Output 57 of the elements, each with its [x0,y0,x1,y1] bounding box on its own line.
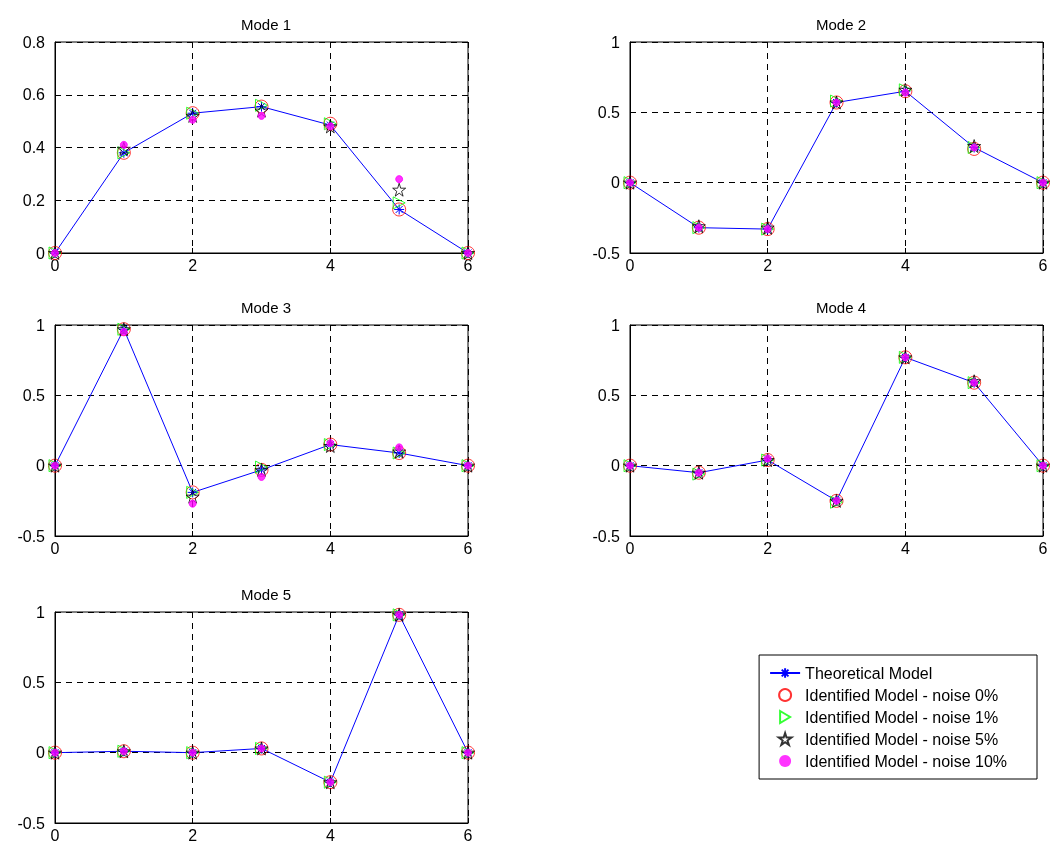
y-tick-label: 0 [36,744,46,762]
y-tick-label: -0.5 [17,527,46,545]
x-tick-label: 0 [625,539,635,557]
y-tick-label: 0 [36,457,46,475]
x-tick-label: 4 [900,256,910,274]
y-tick-label: 0 [36,244,46,262]
x-tick-label: 4 [900,539,910,557]
x-tick-label: 2 [188,826,198,844]
chart-title: Mode 2 [815,16,867,33]
chart-title: Mode 4 [815,299,867,316]
x-tick-label: 0 [625,256,635,274]
legend-label: Identified Model - noise 1% [805,708,999,726]
x-tick-label: 2 [188,256,198,274]
y-tick-label: -0.5 [592,244,621,262]
x-tick-label: 0 [50,256,60,274]
x-tick-label: 6 [1038,256,1048,274]
x-tick-label: 6 [1038,539,1048,557]
x-tick-label: 6 [463,256,473,274]
y-tick-label: -0.5 [592,527,621,545]
point [188,499,197,508]
y-tick-label: 0.5 [22,673,46,691]
x-tick-label: 0 [50,826,60,844]
y-tick-label: 1 [611,316,621,334]
legend-label: Theoretical Model [805,664,933,682]
y-tick-label: 0.4 [22,139,46,156]
y-tick-label: 0.5 [22,386,46,404]
point [392,182,407,197]
chart-title: Mode 5 [240,586,292,603]
y-tick-label: 0.8 [22,33,46,51]
x-tick-label: 0 [50,539,60,557]
y-tick-label: -0.5 [17,814,46,832]
point [185,489,200,504]
y-tick-label: 1 [36,316,46,334]
x-tick-label: 2 [763,256,773,274]
legend-label: Identified Model - noise 5% [805,730,999,748]
x-tick-label: 4 [325,539,335,557]
y-tick-label: 0.2 [22,191,46,209]
x-tick-label: 2 [188,539,198,557]
y-tick-label: 1 [611,33,621,51]
x-tick-label: 6 [463,539,473,557]
x-tick-label: 6 [463,826,473,844]
point [254,103,269,118]
y-tick-label: 0.6 [22,86,46,104]
point [257,472,266,481]
chart-title: Mode 3 [240,299,292,316]
y-tick-label: 0.5 [597,103,621,121]
y-tick-label: 1 [36,603,46,621]
x-tick-label: 4 [325,256,335,274]
legend-label: Identified Model - noise 10% [805,752,1008,770]
x-tick-label: 4 [325,826,335,844]
y-tick-label: 0.5 [597,386,621,404]
chart-title: Mode 1 [240,16,292,33]
x-tick-label: 2 [763,539,773,557]
legend-label: Identified Model - noise 0% [805,686,999,704]
y-tick-label: 0 [611,174,621,192]
point [395,175,404,184]
y-tick-label: 0 [611,457,621,475]
